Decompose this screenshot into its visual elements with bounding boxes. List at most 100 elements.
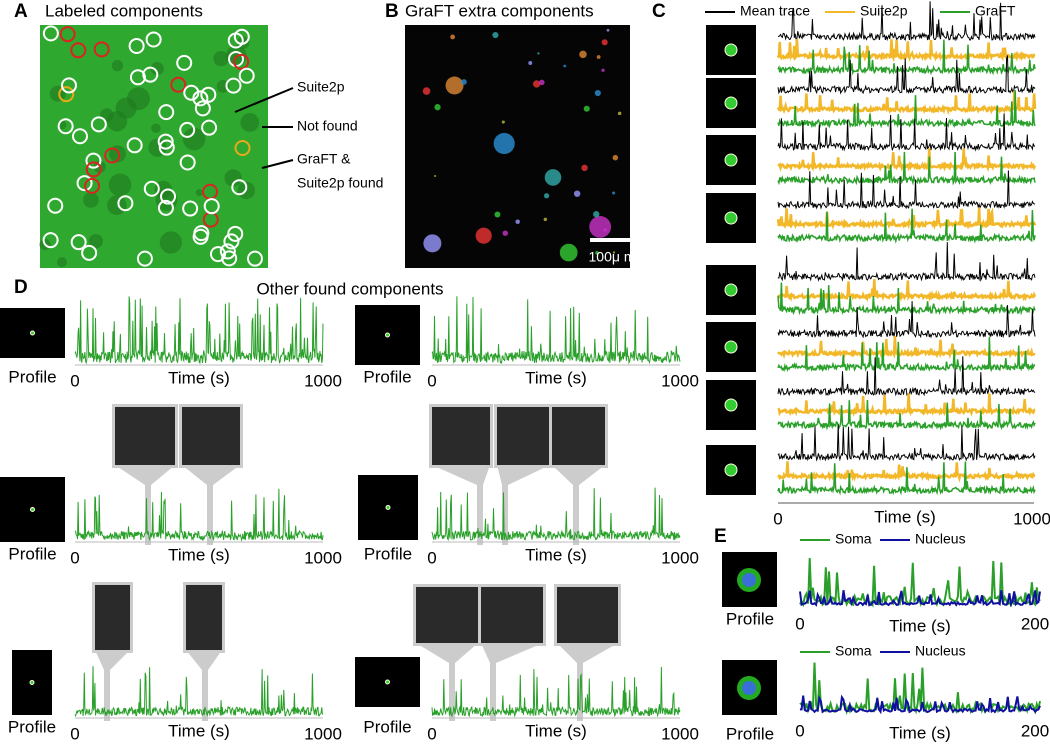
callout-image (95, 585, 130, 650)
x-axis-label: Time (s) (168, 721, 230, 740)
component (494, 211, 501, 218)
profile-cell (724, 153, 738, 167)
roi-outline (219, 243, 236, 260)
component (603, 228, 607, 232)
x-tick-label: 0 (70, 724, 79, 743)
roi-outline (170, 76, 187, 93)
dark-spot (224, 169, 242, 187)
trace (799, 694, 1041, 715)
callout-image (115, 407, 175, 465)
annotation: Suite2p (297, 79, 345, 95)
panel-title: Labeled components (45, 1, 203, 20)
roi-outline (233, 53, 250, 70)
dark-spot (108, 173, 132, 197)
dark-spot (150, 61, 164, 76)
roi-outline (157, 133, 174, 150)
trace (777, 301, 1036, 339)
callout (481, 643, 543, 721)
component (579, 50, 587, 59)
component (501, 120, 505, 124)
component (559, 243, 578, 262)
roi-outline (126, 137, 143, 154)
callout (416, 643, 478, 721)
trace (777, 148, 1037, 173)
panel-title: Other found components (256, 279, 443, 298)
roi-outline (70, 42, 87, 59)
component (606, 28, 610, 32)
x-axis-label: Time (s) (168, 368, 230, 387)
profile-label: Profile (726, 609, 774, 628)
profile-cell (29, 680, 35, 685)
legend-label: Suite2p (860, 3, 908, 19)
trace (777, 242, 1036, 282)
legend-label: Nucleus (915, 643, 966, 659)
roi-outline (47, 197, 64, 214)
nucleus (742, 573, 756, 587)
roi-outline (85, 161, 102, 178)
trace (777, 399, 1036, 431)
dark-spot (126, 87, 150, 111)
trace (74, 666, 324, 718)
component (502, 230, 508, 236)
trace (777, 282, 1036, 316)
component (595, 251, 599, 255)
x-axis-label: Time (s) (525, 368, 587, 387)
annotation: Not found (297, 118, 358, 134)
legend-label: Soma (835, 531, 872, 547)
x-tick-label: 1000 (1013, 509, 1050, 528)
component (612, 154, 619, 161)
trace (431, 666, 681, 718)
callout-image (557, 587, 618, 643)
trace (799, 590, 1041, 608)
profile-label: Profile (8, 717, 56, 736)
roi-outline (234, 139, 251, 156)
component (544, 169, 562, 186)
trace (777, 55, 1036, 95)
component (573, 190, 581, 197)
roi-outline (158, 139, 175, 156)
panel-letter: D (14, 277, 28, 298)
x-tick-label: 0 (70, 548, 79, 567)
dark-spot (88, 234, 103, 249)
component (589, 216, 612, 238)
x-axis-label: Time (s) (525, 721, 587, 740)
profile-cell (724, 283, 738, 297)
trace (74, 488, 324, 542)
roi-outline (60, 77, 77, 94)
annotation: GraFT & (297, 151, 351, 167)
profile-cell (385, 505, 391, 510)
profile-cell (385, 332, 390, 338)
trace (431, 296, 681, 365)
roi-outline (179, 154, 196, 171)
x-tick-label: 0 (427, 548, 436, 567)
roi-outline (145, 31, 162, 48)
x-tick-label: 1000 (304, 548, 342, 567)
component (528, 61, 533, 65)
trace (777, 336, 1036, 360)
annotation: Suite2p found (297, 175, 383, 191)
dark-spot (106, 111, 128, 132)
roi-outline (179, 121, 196, 138)
trace (431, 487, 681, 541)
x-tick-label: 1000 (661, 548, 699, 567)
component (493, 132, 515, 155)
x-tick-label: 1000 (304, 724, 342, 743)
roi-outline (143, 180, 160, 197)
profile-label: Profile (8, 544, 56, 563)
component (423, 234, 442, 253)
component (601, 68, 605, 72)
legend-label: GraFT (975, 3, 1016, 19)
roi-outline (192, 90, 209, 107)
component (492, 31, 499, 39)
roi-outline (93, 41, 110, 58)
legend-label: Mean trace (740, 3, 810, 19)
dark-spot (159, 231, 183, 254)
trace (777, 208, 1036, 244)
dark-spot (108, 145, 127, 163)
dark-spot (213, 51, 229, 67)
profile-cell (30, 507, 35, 512)
profile-cell (724, 43, 738, 57)
roi-outline (129, 69, 146, 86)
roi-outline (221, 250, 238, 267)
profile-label: Profile (364, 544, 412, 563)
